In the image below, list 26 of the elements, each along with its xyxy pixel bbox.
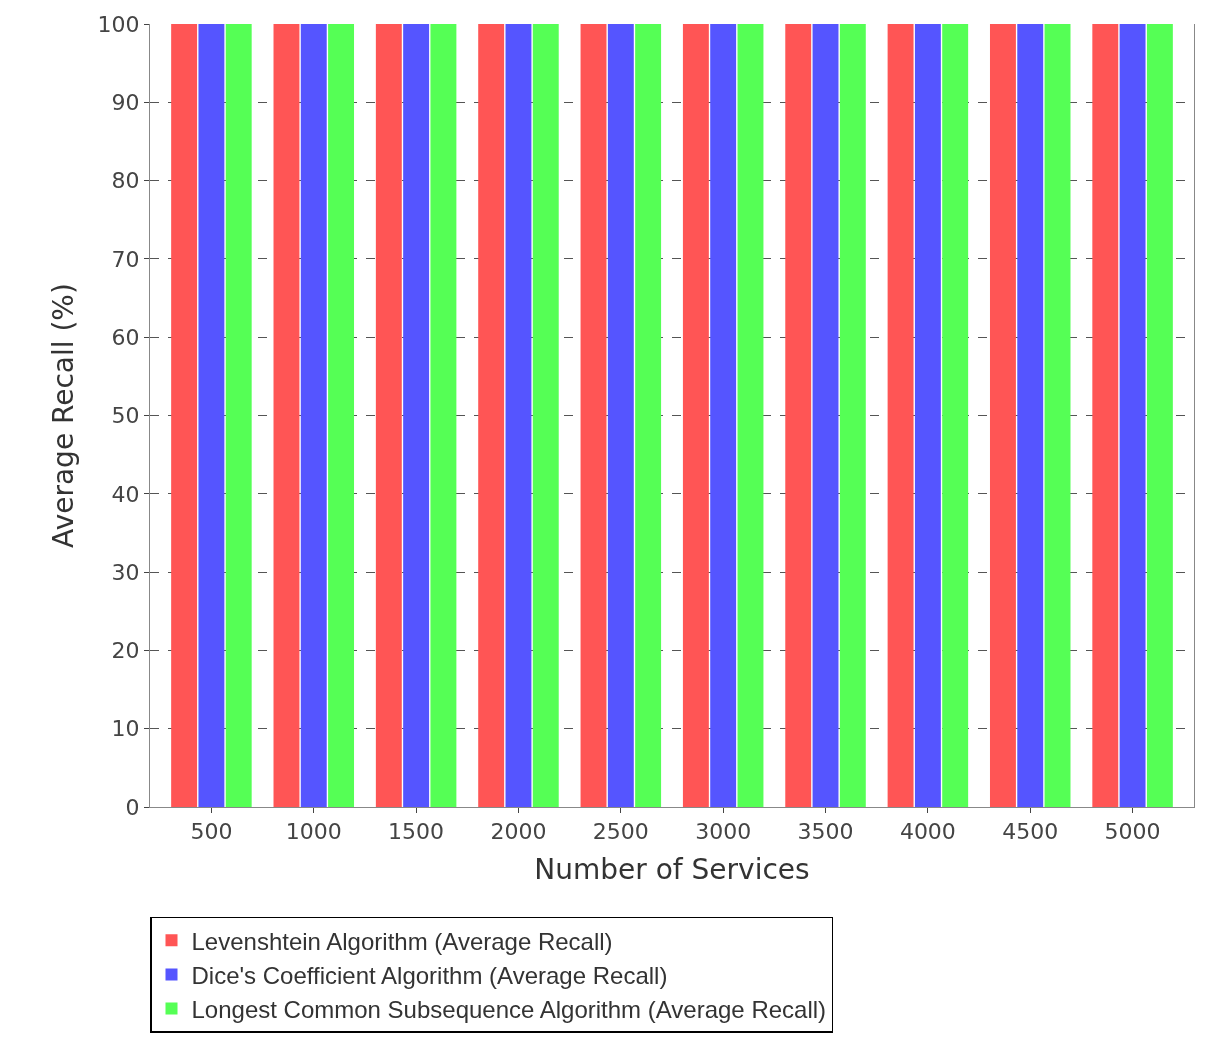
x-tick-label: 2500	[592, 819, 649, 845]
legend-label: Longest Common Subsequence Algorithm (Average Recall)	[191, 995, 827, 1023]
y-tick-label: 40	[111, 481, 140, 507]
x-tick-label: 5000	[1104, 819, 1161, 845]
x-tick-label: 2000	[490, 819, 547, 845]
x-tick-label: 3000	[695, 819, 752, 845]
x-axis-title: Number of Services	[534, 852, 810, 886]
y-tick-label: 20	[111, 638, 140, 664]
x-tick-label: 4000	[899, 819, 956, 845]
y-tick-label: 30	[111, 559, 140, 585]
legend-label: Levenshtein Algorithm (Average Recall)	[191, 927, 613, 955]
x-tick-label: 500	[190, 819, 233, 845]
y-tick-label: 80	[111, 168, 140, 194]
y-axis-title: Average Recall (%)	[47, 283, 81, 548]
y-tick-label: 90	[111, 90, 140, 115]
y-tick-label: 100	[97, 11, 140, 37]
y-tick-label: 10	[111, 716, 140, 742]
legend-label: Dice's Coefficient Algorithm (Average Recall)	[191, 961, 668, 989]
x-tick-label: 3500	[797, 819, 854, 845]
y-tick-label: 60	[111, 324, 140, 350]
y-tick-label: 70	[111, 246, 140, 272]
y-tick-label: 50	[111, 403, 140, 429]
x-tick-label: 4500	[1002, 819, 1059, 845]
x-tick-label: 1500	[388, 819, 445, 845]
x-tick-label: 1000	[285, 819, 342, 845]
y-tick-label: 0	[125, 794, 140, 820]
